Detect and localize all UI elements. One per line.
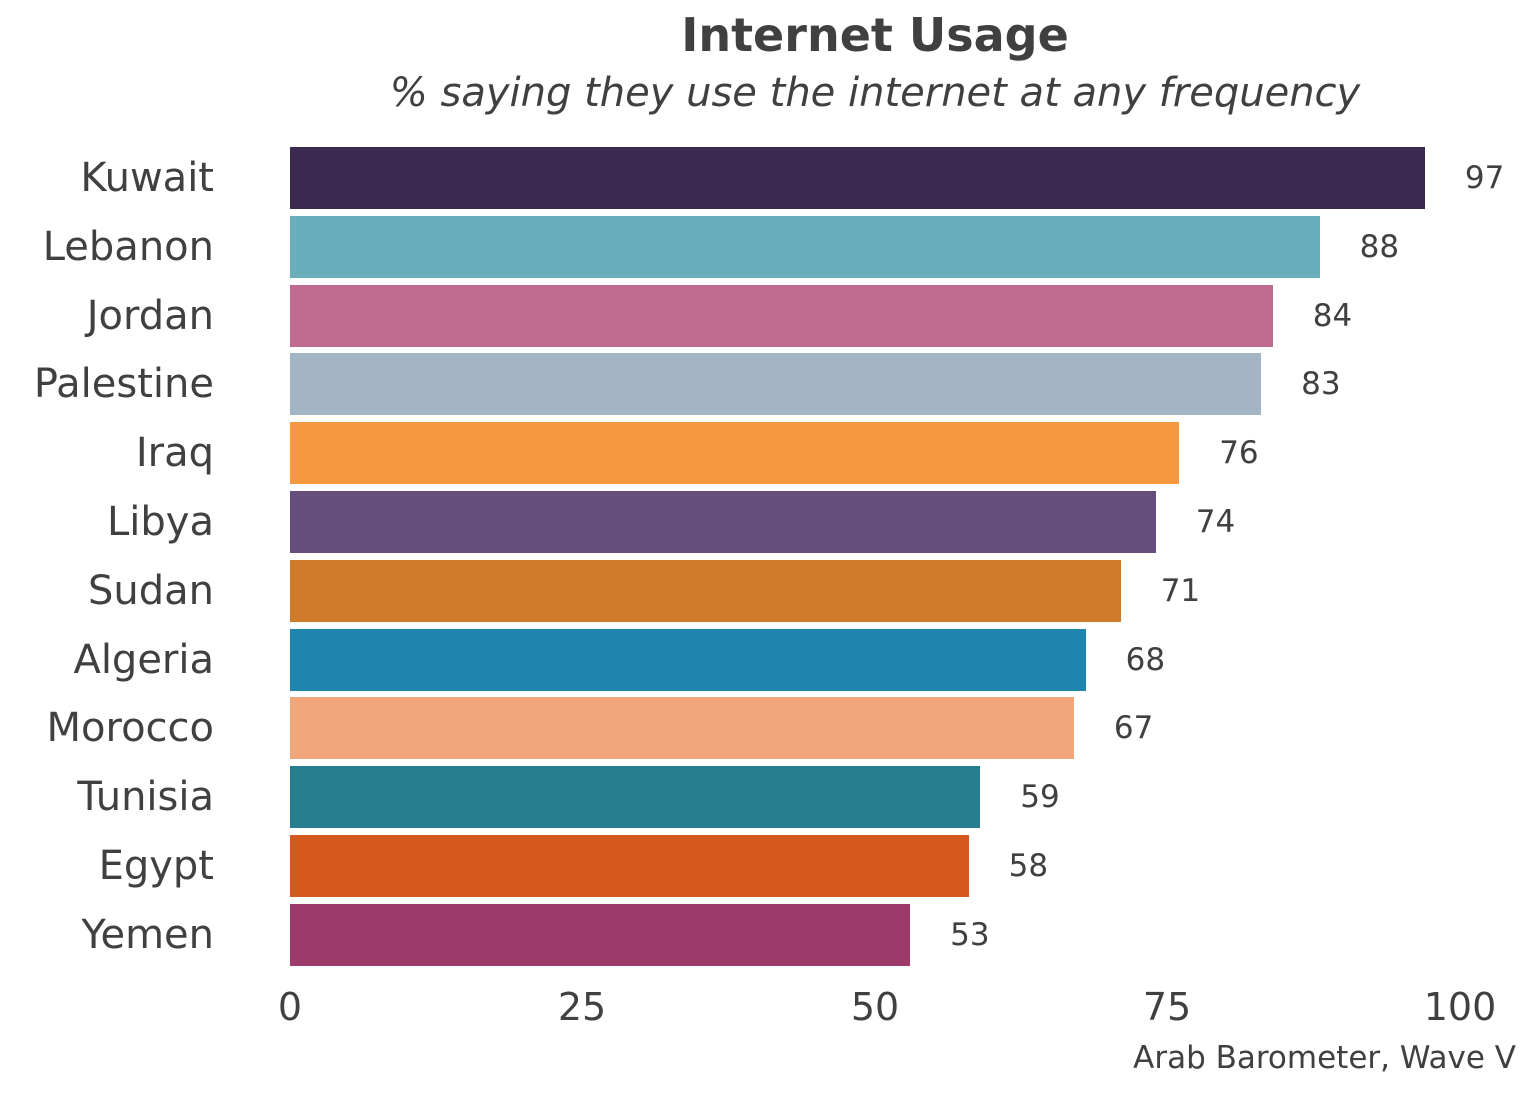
bar — [290, 491, 1156, 553]
x-tick-75: 75 — [1142, 985, 1192, 1029]
value-label: 58 — [1008, 848, 1049, 884]
category-label: Sudan — [88, 567, 214, 614]
bar — [290, 559, 1121, 622]
category-label: Iraq — [135, 430, 214, 477]
category-label: Morocco — [46, 705, 214, 752]
category-label: Jordan — [86, 292, 214, 339]
bar-row: Egypt 58 — [0, 835, 1536, 897]
bar-row: Yemen 53 — [0, 903, 1536, 966]
bar — [290, 422, 1180, 485]
bar-row: Palestine 83 — [0, 353, 1536, 416]
bar-row: Kuwait 97 — [0, 147, 1536, 209]
bar — [290, 835, 969, 897]
value-label: 68 — [1125, 641, 1166, 678]
bar-row: Sudan 71 — [0, 559, 1536, 622]
value-label: 97 — [1464, 160, 1505, 196]
bar — [290, 697, 1074, 760]
bar — [290, 903, 911, 966]
bar — [290, 628, 1086, 691]
bar — [290, 766, 981, 829]
bar-row: Iraq 76 — [0, 422, 1536, 485]
bar-row: Algeria 68 — [0, 628, 1536, 691]
category-label: Egypt — [98, 843, 214, 889]
category-label: Yemen — [81, 911, 214, 958]
value-label: 83 — [1301, 366, 1341, 403]
x-tick-25: 25 — [557, 985, 607, 1029]
category-label: Libya — [107, 499, 214, 545]
bar — [290, 147, 1425, 209]
value-label: 74 — [1195, 504, 1236, 540]
chart-subtitle: % saying they use the internet at any fr… — [389, 70, 1361, 116]
x-tick-100: 100 — [1423, 985, 1497, 1029]
source-caption: Arab Barometer, Wave V — [1133, 1040, 1516, 1076]
value-label: 76 — [1219, 435, 1259, 472]
bar-row: Lebanon 88 — [0, 215, 1536, 278]
value-label: 71 — [1160, 572, 1201, 609]
bar-row: Libya 74 — [0, 491, 1536, 553]
bar — [290, 284, 1273, 347]
x-tick-0: 0 — [277, 985, 303, 1029]
category-label: Tunisia — [77, 774, 214, 821]
bar-row: Jordan 84 — [0, 284, 1536, 347]
bar — [290, 215, 1320, 278]
category-label: Lebanon — [42, 223, 214, 270]
value-label: 84 — [1312, 297, 1353, 334]
bar-row: Morocco 67 — [0, 697, 1536, 760]
value-label: 59 — [1020, 779, 1060, 816]
value-label: 88 — [1359, 228, 1400, 265]
chart-title: Internet Usage — [681, 8, 1069, 62]
bar — [290, 353, 1262, 416]
x-tick-50: 50 — [850, 985, 900, 1029]
category-label: Algeria — [73, 636, 214, 683]
value-label: 53 — [950, 916, 990, 953]
value-label: 67 — [1113, 710, 1154, 747]
category-label: Palestine — [33, 361, 214, 408]
bar-row: Tunisia 59 — [0, 766, 1536, 829]
category-label: Kuwait — [80, 155, 214, 201]
